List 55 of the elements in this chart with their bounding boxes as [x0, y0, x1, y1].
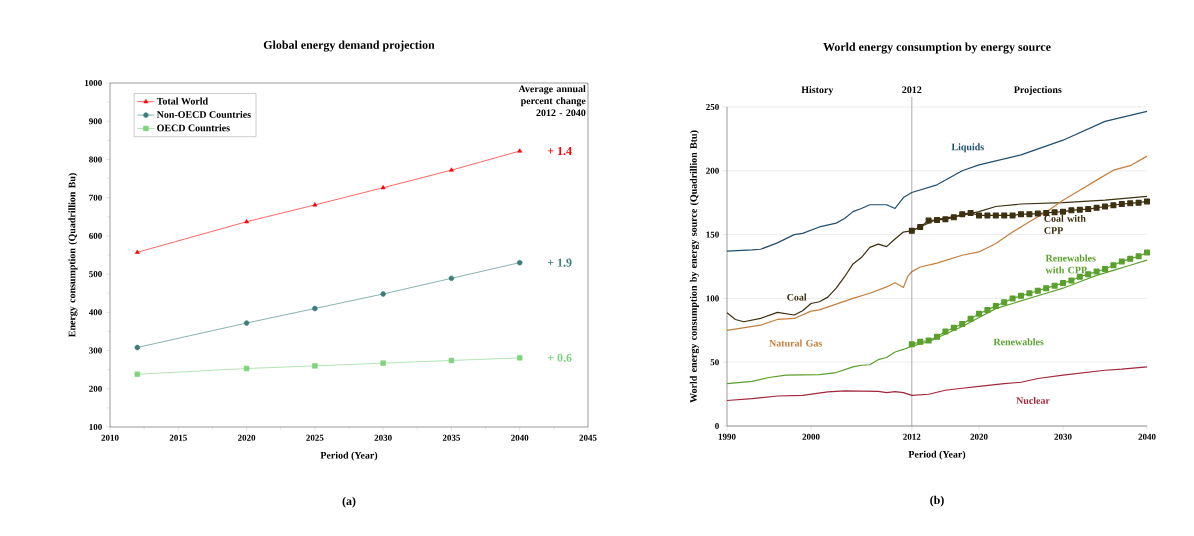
text: History [801, 86, 834, 96]
x-tick-label: 2030 [1054, 433, 1072, 440]
x-tick-label: 1990 [718, 433, 736, 440]
text: (a) [342, 496, 356, 508]
x-tick-label: 2040 [1138, 433, 1156, 440]
y-tick-label: 100 [706, 295, 719, 302]
series-label: Coal [787, 293, 807, 301]
legend-label: Non-OECD Countries [156, 110, 251, 118]
series-label: Nuclear [1016, 396, 1050, 404]
annotation: + 0.6 [547, 353, 572, 362]
x-axis-title: Period (Year) [908, 450, 966, 460]
chart-title: Global energy demand projection [263, 40, 435, 52]
y-axis-title: Energy consumption (Quadrillion Bu) [68, 173, 78, 338]
annotation: + 1.9 [547, 258, 572, 267]
y-axis-title: World energy consumption by energy source (Quadrillion Btu) [689, 130, 699, 403]
y-tick-label: 0 [715, 422, 719, 430]
x-tick-label: 2035 [442, 434, 461, 441]
series-label: Coal with CPP [1044, 214, 1086, 234]
y-tick-label: 700 [89, 194, 102, 201]
y-tick-label: 100 [89, 423, 102, 431]
x-tick-label: 2030 [374, 434, 392, 441]
x-tick-label: 2025 [306, 434, 324, 441]
y-tick-label: 400 [88, 309, 102, 316]
series-label: Natural Gas [769, 339, 822, 347]
x-tick-label: 2015 [169, 434, 187, 441]
x-axis-title: Period (Year) [320, 451, 378, 461]
x-tick-label: 2010 [101, 434, 119, 441]
y-tick-label: 500 [89, 271, 102, 278]
x-tick-label: 2020 [237, 434, 256, 441]
y-tick-label: 1000 [85, 79, 102, 87]
legend-label: Total World [156, 97, 208, 105]
y-tick-label: 250 [706, 103, 719, 111]
ref-line-label: 2012 [902, 86, 922, 94]
annotation: + 1.4 [547, 147, 572, 156]
y-tick-label: 900 [89, 118, 102, 125]
x-tick-label: 2012 [903, 433, 921, 440]
series-label: Renewables with CPP [1045, 254, 1096, 274]
y-tick-label: 200 [89, 385, 102, 392]
x-tick-label: 2040 [511, 434, 529, 441]
legend-label: OECD Countries [157, 124, 230, 132]
y-tick-label: 150 [706, 231, 719, 238]
x-tick-label: 2020 [970, 433, 988, 440]
series-label: Liquids [951, 143, 984, 153]
y-tick-label: 300 [89, 347, 102, 354]
text: (b) [930, 495, 944, 507]
chart-title: World energy consumption by energy source [823, 42, 1051, 54]
y-tick-label: 800 [89, 156, 102, 163]
annotation: Average annual percent change 2012 - 2040 [518, 85, 586, 117]
x-tick-label: 2000 [802, 433, 820, 440]
x-tick-label: 2045 [579, 434, 597, 441]
y-tick-label: 600 [89, 232, 102, 239]
text: Renewables [993, 338, 1044, 346]
y-tick-label: 50 [710, 359, 719, 366]
text: Projections [1014, 86, 1062, 96]
y-tick-label: 200 [706, 167, 719, 174]
